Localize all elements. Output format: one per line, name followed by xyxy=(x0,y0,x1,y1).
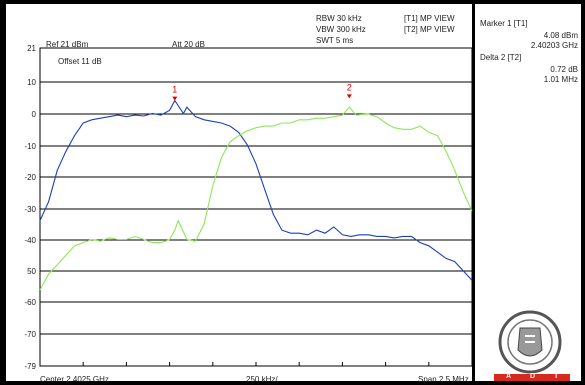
delta2-level: 0.72 dB xyxy=(550,65,578,74)
vbw-label: VBW 300 kHz xyxy=(316,25,366,34)
marker1-label: Marker 1 [T1] xyxy=(480,19,528,28)
marker1-frequency: 2.40203 GHz xyxy=(530,41,578,50)
rbw-label: RBW 30 kHz xyxy=(316,14,362,23)
y-tick-label: -70 xyxy=(24,330,36,339)
span-label: Span 2.5 MHz xyxy=(418,375,469,384)
frame-top xyxy=(0,0,585,4)
y-tick-label: -30 xyxy=(24,205,36,214)
adt-letter-a: A xyxy=(506,373,512,380)
frame-right xyxy=(581,0,585,385)
frame-left xyxy=(0,0,6,385)
frequency-per-division-label: 250 kHz/ xyxy=(246,375,278,384)
plot-border xyxy=(39,47,473,367)
adt-banner: A D T xyxy=(494,373,570,381)
swt-label: SWT 5 ms xyxy=(316,36,354,45)
adt-letter-t: T xyxy=(554,373,559,380)
trace2-label: [T2] MP VIEW xyxy=(404,25,455,34)
frame-bottom xyxy=(0,381,585,385)
offset-label: Offset 11 dB xyxy=(58,57,102,66)
y-tick-label: -60 xyxy=(24,298,36,307)
marker-2-symbol xyxy=(346,94,352,99)
marker-2-label: 2 xyxy=(347,82,352,92)
y-tick-label: -10 xyxy=(24,142,36,151)
plot-grid xyxy=(39,47,473,367)
y-tick-label: 50 xyxy=(27,267,36,276)
trace-2-line xyxy=(39,106,473,291)
trace-1-line xyxy=(39,99,473,281)
bureau-veritas-seal-icon xyxy=(498,310,562,374)
marker1-level: 4.08 dBm xyxy=(543,31,578,40)
ref-level-label: Ref 21 dBm xyxy=(46,40,89,49)
y-axis-ticks: 21 10 0 -10 -20 -30 -40 50 -60 -70 -79 xyxy=(24,44,36,371)
attenuation-label: Att 20 dB xyxy=(172,40,205,49)
delta2-label: Delta 2 [T2] xyxy=(480,53,522,62)
y-tick-label: 10 xyxy=(27,78,36,87)
y-tick-label: -20 xyxy=(24,173,36,182)
traces xyxy=(39,99,473,291)
y-tick-label: 21 xyxy=(27,44,36,53)
adt-letter-d: D xyxy=(530,373,536,380)
y-tick-label: -40 xyxy=(24,236,36,245)
frame-divider xyxy=(472,0,475,385)
marker-1-symbol xyxy=(172,96,178,101)
center-frequency-label: Center 2.4025 GHz xyxy=(40,375,109,384)
y-tick-label: -79 xyxy=(24,362,36,371)
marker-1-label: 1 xyxy=(172,85,177,95)
y-tick-label: 0 xyxy=(32,110,37,119)
trace1-label: [T1] MP VIEW xyxy=(404,14,455,23)
delta2-frequency: 1.01 MHz xyxy=(543,75,578,84)
